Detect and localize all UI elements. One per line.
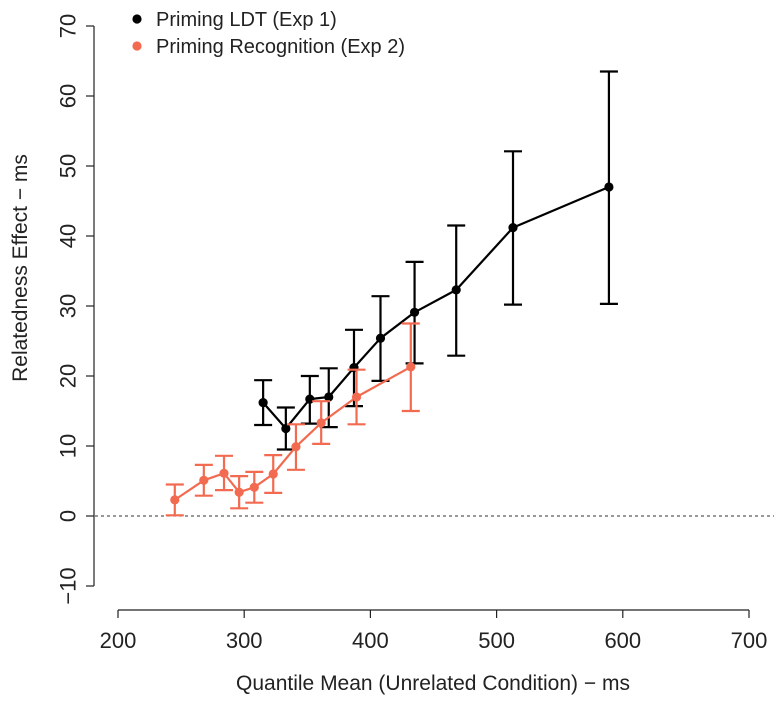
- legend-marker: [132, 41, 142, 51]
- data-point: [268, 469, 278, 479]
- x-tick-label: 300: [226, 628, 263, 653]
- legend-label: Priming LDT (Exp 1): [156, 9, 337, 31]
- data-point: [258, 398, 268, 408]
- axes: 200 300 400 500 600 700 −10 0 10 20 30 40 50 60 70: [56, 14, 768, 653]
- data-point: [451, 285, 461, 295]
- data-point: [316, 418, 326, 428]
- series-priming-ldt: [254, 70, 618, 451]
- data-point: [249, 482, 259, 492]
- y-tick-label: −10: [56, 567, 81, 604]
- x-tick-label: 500: [478, 628, 515, 653]
- legend-marker: [132, 14, 142, 24]
- x-tick-label: 200: [100, 628, 137, 653]
- data-point: [508, 223, 518, 233]
- y-tick-label: 70: [56, 14, 81, 38]
- y-tick-label: 60: [56, 84, 81, 108]
- y-tick-label: 40: [56, 224, 81, 248]
- data-point: [219, 468, 229, 478]
- x-tick-label: 600: [604, 628, 641, 653]
- data-point: [406, 362, 416, 372]
- data-point: [170, 495, 180, 505]
- data-point: [305, 394, 315, 404]
- x-tick-label: 700: [731, 628, 768, 653]
- data-point: [351, 392, 362, 402]
- x-axis-title: Quantile Mean (Unrelated Condition) − ms: [236, 672, 630, 695]
- y-tick-label: 30: [56, 294, 81, 318]
- series-priming-recognition: [165, 322, 420, 517]
- y-tick-label: 20: [56, 364, 81, 388]
- series-layer: [165, 70, 618, 517]
- y-axis-title: Relatedness Effect − ms: [9, 154, 32, 382]
- data-point: [291, 442, 301, 452]
- data-point: [281, 423, 291, 434]
- data-point: [234, 487, 244, 497]
- series-line: [262, 185, 610, 430]
- data-point: [324, 392, 334, 402]
- data-point: [604, 182, 614, 192]
- series-line: [174, 365, 412, 501]
- y-tick-label: 50: [56, 154, 81, 178]
- legend: Priming LDT (Exp 1) Priming Recognition (…: [132, 9, 405, 58]
- y-tick-label: 0: [56, 510, 81, 522]
- data-point: [409, 307, 420, 317]
- legend-label: Priming Recognition (Exp 2): [156, 36, 405, 58]
- y-tick-label: 10: [56, 434, 81, 458]
- data-point: [199, 475, 209, 485]
- data-point: [375, 333, 386, 343]
- x-tick-label: 400: [352, 628, 389, 653]
